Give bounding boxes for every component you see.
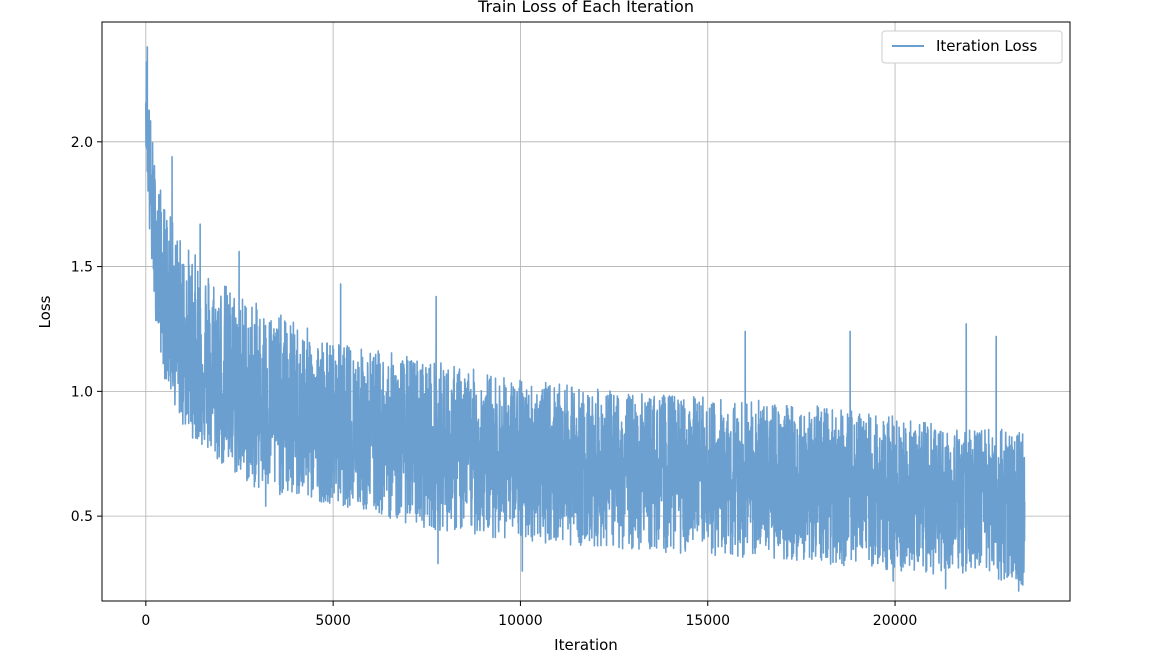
y-tick-label: 1.0 bbox=[71, 384, 93, 400]
y-tick-label: 2.0 bbox=[71, 135, 93, 151]
series-layer bbox=[145, 46, 1026, 592]
x-tick-label: 10000 bbox=[498, 613, 543, 629]
legend: Iteration Loss bbox=[881, 30, 1063, 64]
x-tick-label: 15000 bbox=[685, 613, 730, 629]
legend-label-iteration-loss: Iteration Loss bbox=[936, 37, 1037, 55]
series-line-iteration-loss bbox=[145, 46, 1026, 592]
y-axis: 0.5 1.0 1.5 2.0 bbox=[71, 135, 102, 525]
chart-title: Train Loss of Each Iteration bbox=[477, 0, 694, 16]
x-tick-label: 0 bbox=[141, 613, 150, 629]
y-axis-label: Loss bbox=[36, 295, 54, 328]
x-axis-label: Iteration bbox=[554, 636, 618, 654]
legend-box bbox=[881, 30, 1063, 64]
x-tick-label: 20000 bbox=[873, 613, 918, 629]
plot-frame bbox=[101, 21, 1071, 602]
x-tick-label: 5000 bbox=[315, 613, 351, 629]
x-axis: 0 5000 10000 15000 20000 bbox=[141, 601, 917, 629]
y-tick-label: 0.5 bbox=[71, 509, 93, 525]
y-tick-label: 1.5 bbox=[71, 260, 93, 276]
